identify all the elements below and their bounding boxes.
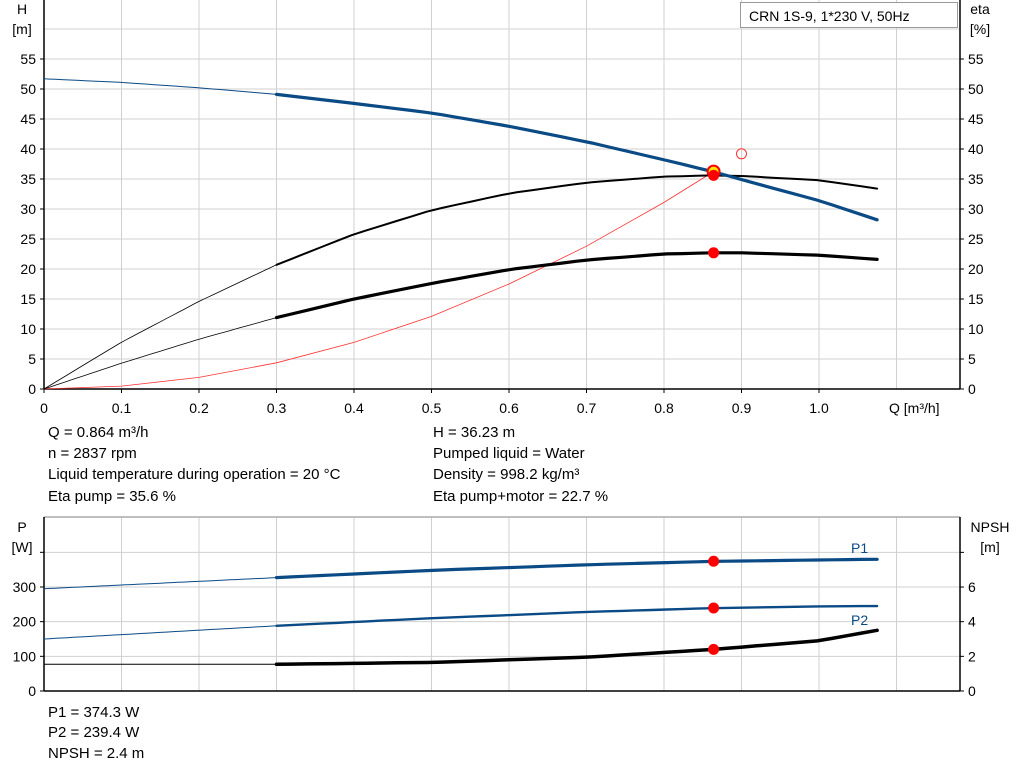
y2-tick-label: 40: [968, 141, 984, 157]
y-tick-label: 200: [13, 614, 37, 630]
head-curve: [274, 92, 879, 222]
y2-tick-label: 4: [968, 614, 976, 630]
duty-point-npsh: [708, 643, 720, 655]
y-axis-unit: [m]: [12, 21, 31, 37]
y-tick-label: 5: [28, 351, 36, 367]
y-tick-label: 15: [20, 291, 36, 307]
y2-tick-label: 45: [968, 111, 984, 127]
y-axis-unit: [W]: [12, 539, 33, 555]
p1-extension: [43, 577, 277, 590]
open-point-marker: [736, 148, 747, 160]
y2-axis-unit: [%]: [970, 21, 990, 37]
y2-tick-label: 20: [968, 261, 984, 277]
y2-tick-label: 5: [968, 351, 976, 367]
x-tick-label: 0.7: [577, 400, 597, 416]
info-density: Density = 998.2 kg/m³: [433, 466, 580, 483]
y-tick-label: 20: [20, 261, 36, 277]
y-tick-label: 35: [20, 171, 36, 187]
y2-tick-label: 35: [968, 171, 984, 187]
y-tick-label: 55: [20, 51, 36, 67]
info-temp: Liquid temperature during operation = 20…: [48, 466, 341, 483]
y-tick-label: 40: [20, 141, 36, 157]
y2-tick-label: 15: [968, 291, 984, 307]
info-q: Q = 0.864 m³/h: [48, 424, 149, 441]
y-tick-label: 0: [28, 683, 36, 699]
x-tick-label: 0.1: [112, 400, 132, 416]
y2-tick-label: 6: [968, 579, 976, 595]
x-tick-label: 0.2: [189, 400, 209, 416]
x-tick-label: 0.8: [654, 400, 674, 416]
p2-curve-label: P2: [851, 612, 868, 628]
x-tick-label: 0.4: [344, 400, 364, 416]
system-curve: [43, 171, 714, 390]
head-extension: [43, 78, 277, 95]
p1-curve-label: P1: [851, 540, 868, 556]
info-eta-pump: Eta pump = 35.6 %: [48, 488, 176, 505]
duty-point-p2: [708, 602, 720, 614]
y2-tick-label: 2: [968, 648, 976, 664]
y-tick-label: 10: [20, 321, 36, 337]
eta-pump-motor-curve: [274, 251, 879, 320]
y2-tick-label: 55: [968, 51, 984, 67]
info-p1: P1 = 374.3 W: [48, 704, 140, 721]
x-axis-label: Q [m³/h]: [889, 400, 940, 416]
duty-point-p1: [708, 555, 720, 567]
y2-tick-label: 0: [968, 683, 976, 699]
info-h: H = 36.23 m: [433, 424, 516, 441]
x-tick-label: 0: [40, 400, 48, 416]
pump-model-legend: CRN 1S-9, 1*230 V, 50Hz: [740, 2, 958, 28]
duty-point-eta-pump: [708, 169, 720, 181]
eta-pump-motor-extension: [43, 317, 277, 390]
y2-tick-label: 25: [968, 231, 984, 247]
x-tick-label: 0.9: [732, 400, 752, 416]
p1-curve: [274, 557, 879, 580]
y2-tick-label: 0: [968, 381, 976, 397]
y2-axis-label: eta: [970, 1, 990, 17]
eta-pump-extension: [43, 264, 277, 390]
npsh-curve: [274, 628, 879, 667]
duty-point-eta-total: [708, 247, 720, 259]
y-tick-label: 25: [20, 231, 36, 247]
y-axis-label: H: [17, 1, 27, 17]
y2-tick-label: 30: [968, 201, 984, 217]
p2-curve: [275, 604, 879, 627]
eta-pump-curve: [275, 174, 879, 266]
y-tick-label: 50: [20, 81, 36, 97]
y-tick-label: 45: [20, 111, 36, 127]
y-tick-label: 0: [28, 381, 36, 397]
info-npsh: NPSH = 2.4 m: [48, 745, 145, 762]
info-eta-total: Eta pump+motor = 22.7 %: [433, 488, 609, 505]
y-tick-label: 300: [13, 579, 37, 595]
x-tick-label: 0.3: [267, 400, 287, 416]
y-tick-label: 30: [20, 201, 36, 217]
info-n: n = 2837 rpm: [48, 445, 137, 462]
x-tick-label: 0.6: [499, 400, 519, 416]
y2-tick-label: 50: [968, 81, 984, 97]
y2-axis-unit: [m]: [980, 539, 999, 555]
y-tick-label: 100: [13, 648, 37, 664]
y-axis-label: P: [17, 519, 26, 535]
y2-tick-label: 10: [968, 321, 984, 337]
x-tick-label: 1.0: [809, 400, 829, 416]
info-liquid: Pumped liquid = Water: [433, 445, 585, 462]
x-tick-label: 0.5: [422, 400, 442, 416]
y2-axis-label: NPSH: [971, 519, 1010, 535]
p2-extension: [43, 625, 277, 640]
info-p2: P2 = 239.4 W: [48, 724, 140, 741]
